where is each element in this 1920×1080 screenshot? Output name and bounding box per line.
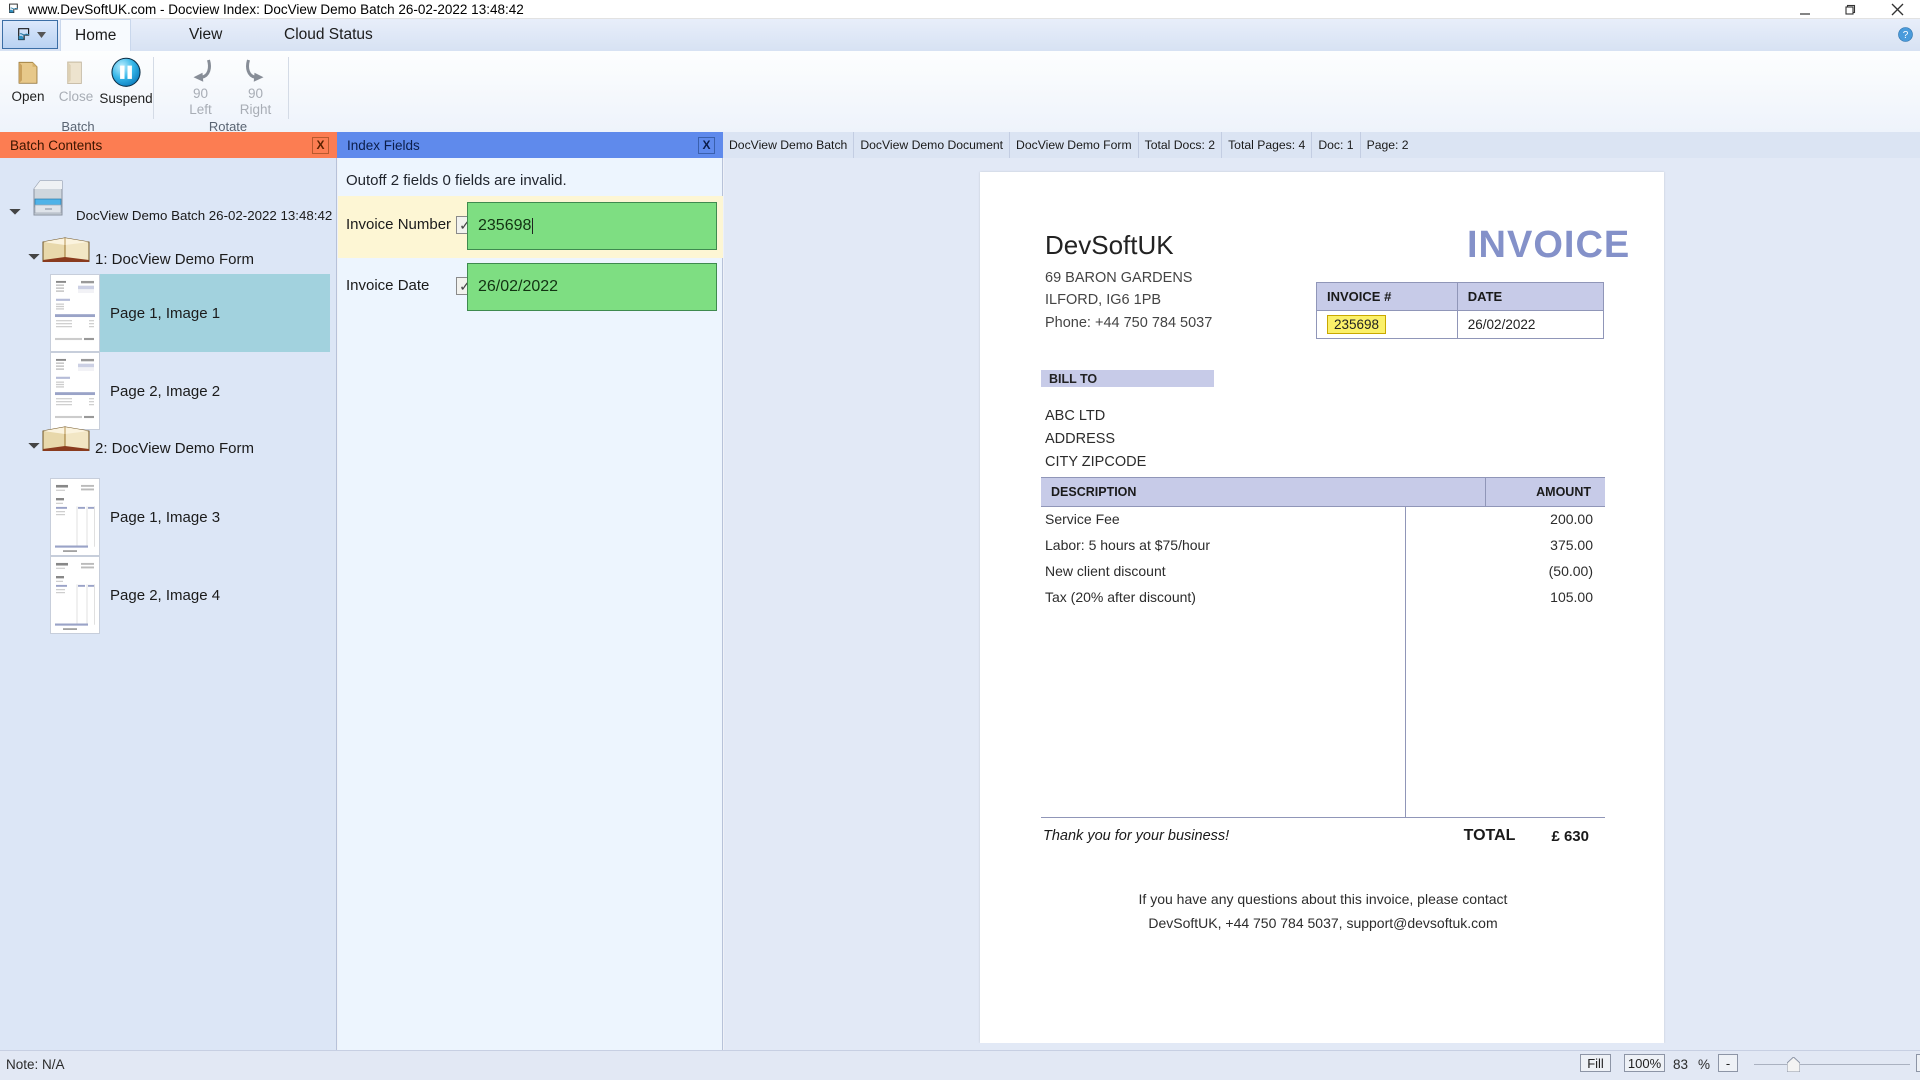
svg-text:?: ? (1903, 30, 1909, 41)
